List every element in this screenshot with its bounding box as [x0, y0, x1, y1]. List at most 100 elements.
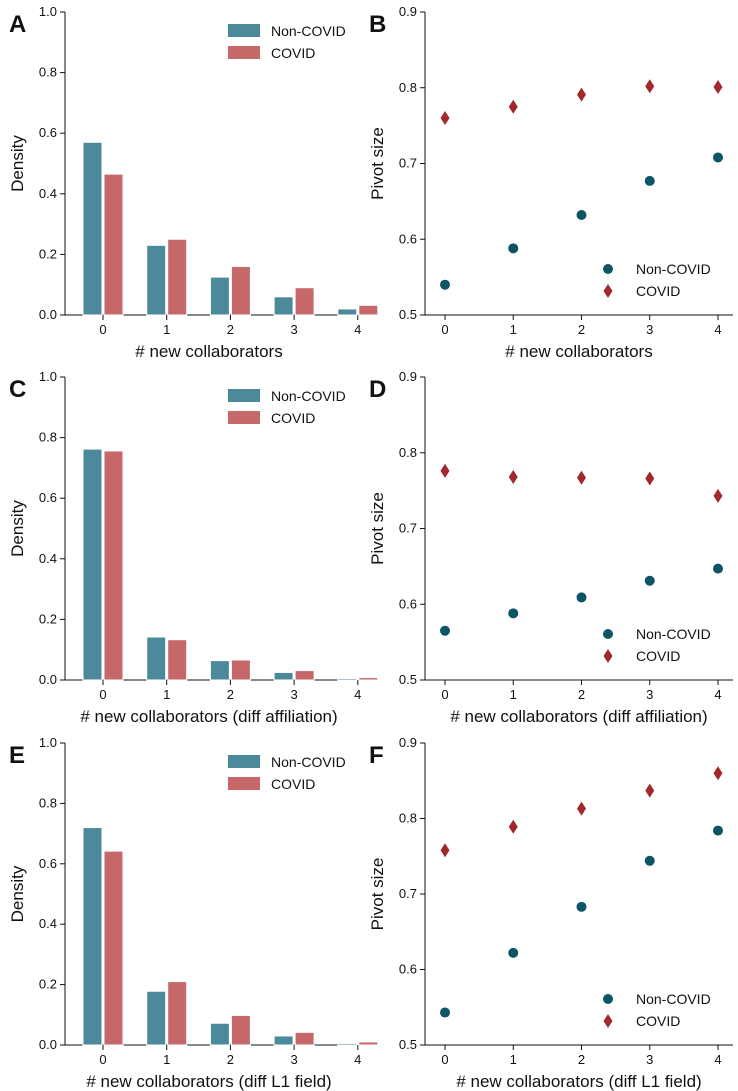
legend-label-noncovid: Non-COVID [636, 261, 711, 277]
x-tick-label: 4 [714, 322, 721, 337]
legend-label-covid: COVID [271, 776, 315, 792]
bar-covid [294, 1031, 315, 1046]
panel-f: F 0.5 0.6 0.7 0.8 0.9 0 1 2 3 4 # new collaborators… [368, 735, 733, 1091]
x-axis-label: # new collaborators (diff affiliation) [450, 707, 707, 726]
x-tick-label: 3 [290, 687, 297, 702]
y-tick-label: 0.9 [399, 735, 417, 750]
bar-covid [230, 659, 251, 681]
x-tick-label: 2 [227, 1052, 234, 1067]
panel-b: B 0.5 0.6 0.7 0.8 0.9 0 1 2 3 4 # new collaborators… [368, 4, 733, 361]
y-tick-label: 0.8 [399, 445, 417, 460]
y-tick-label: 0.5 [399, 1037, 417, 1052]
y-tick-label: 0.0 [39, 1037, 57, 1052]
y-tick-label: 0.6 [39, 490, 57, 505]
y-tick-label: 0.8 [39, 795, 57, 810]
bar-noncovid [337, 308, 358, 316]
point-noncovid [713, 152, 723, 163]
y-tick-label: 0.9 [399, 369, 417, 384]
point-noncovid [508, 608, 519, 619]
x-tick-label: 3 [290, 322, 297, 337]
bar-covid [103, 173, 124, 316]
y-tick-label: 0.9 [399, 4, 417, 19]
bar-covid [358, 677, 379, 681]
panel-e: E 0.0 0.2 0.4 0.6 0.8 1.0 0 1 2 3 4 # new collaborat… [8, 735, 379, 1091]
legend-label-covid: COVID [636, 283, 680, 299]
x-tick-label: 3 [646, 322, 653, 337]
x-tick-label: 1 [510, 1052, 517, 1067]
legend-swatch-noncovid [228, 389, 260, 402]
x-tick-label: 0 [441, 687, 448, 702]
y-tick-label: 0.8 [39, 65, 57, 80]
y-tick-label: 0.7 [399, 886, 417, 901]
point-noncovid [644, 855, 655, 866]
y-axis-label: Pivot size [368, 858, 387, 931]
point-covid [577, 470, 586, 485]
y-tick-label: 0.6 [399, 596, 417, 611]
y-tick-label: 0.7 [399, 156, 417, 171]
bar-noncovid [82, 827, 103, 1046]
x-tick-label: 0 [441, 1052, 448, 1067]
x-tick-label: 0 [99, 687, 106, 702]
x-tick-label: 3 [646, 687, 653, 702]
y-axis-label: Density [8, 135, 27, 192]
x-tick-label: 3 [290, 1052, 297, 1067]
legend-swatch-noncovid [228, 24, 260, 37]
point-covid [645, 471, 655, 486]
panel-a: A 0.0 0.2 0.4 0.6 0.8 1.0 0 1 2 3 4 # new collaborat… [8, 4, 379, 361]
legend-swatch-noncovid [228, 755, 260, 768]
x-tick-label: 4 [354, 1052, 361, 1067]
legend-label-noncovid: Non-COVID [271, 754, 346, 770]
bar-noncovid [146, 636, 167, 681]
x-tick-label: 1 [163, 322, 170, 337]
bar-covid [230, 266, 251, 316]
point-noncovid [713, 825, 723, 836]
legend-label-noncovid: Non-COVID [636, 991, 711, 1007]
point-noncovid [644, 175, 655, 186]
x-axis-label: # new collaborators [505, 342, 652, 361]
y-axis-label: Density [8, 865, 27, 922]
bar-covid [103, 450, 124, 681]
bar-noncovid [209, 276, 230, 316]
panel-letter: C [9, 376, 26, 403]
x-axis-label: # new collaborators (diff affiliation) [80, 707, 337, 726]
bar-noncovid [82, 448, 103, 681]
x-tick-label: 0 [441, 322, 448, 337]
y-tick-label: 0.2 [39, 611, 57, 626]
x-axis-label: # new collaborators (diff L1 field) [86, 1072, 331, 1091]
x-tick-label: 1 [163, 1052, 170, 1067]
point-covid [713, 766, 723, 781]
y-tick-label: 0.6 [399, 962, 417, 977]
panel-letter: B [369, 11, 386, 38]
x-tick-label: 2 [227, 322, 234, 337]
bar-noncovid [337, 1042, 358, 1046]
bar-covid [167, 639, 188, 681]
y-axis-label: Pivot size [368, 492, 387, 565]
point-covid [440, 843, 450, 858]
point-noncovid [440, 279, 450, 290]
x-tick-label: 4 [354, 322, 361, 337]
legend-label-covid: COVID [636, 1013, 680, 1029]
y-tick-label: 0.8 [399, 811, 417, 826]
bar-noncovid [273, 671, 294, 681]
point-covid [645, 783, 655, 798]
panel-letter: F [369, 742, 384, 769]
y-tick-label: 0.6 [399, 231, 417, 246]
legend-label-noncovid: Non-COVID [271, 23, 346, 39]
point-covid [508, 819, 518, 834]
point-covid [577, 87, 586, 102]
point-covid [577, 801, 586, 816]
y-tick-label: 1.0 [39, 4, 57, 19]
x-tick-label: 3 [646, 1052, 653, 1067]
legend-label-noncovid: Non-COVID [271, 388, 346, 404]
y-tick-label: 0.8 [399, 80, 417, 95]
x-tick-label: 2 [227, 687, 234, 702]
y-tick-label: 1.0 [39, 369, 57, 384]
y-tick-label: 0.8 [39, 430, 57, 445]
y-tick-label: 0.4 [39, 551, 57, 566]
bar-covid [230, 1014, 251, 1046]
x-tick-label: 1 [163, 687, 170, 702]
bar-covid [358, 1041, 379, 1046]
point-noncovid [713, 563, 723, 574]
point-noncovid [508, 947, 519, 958]
